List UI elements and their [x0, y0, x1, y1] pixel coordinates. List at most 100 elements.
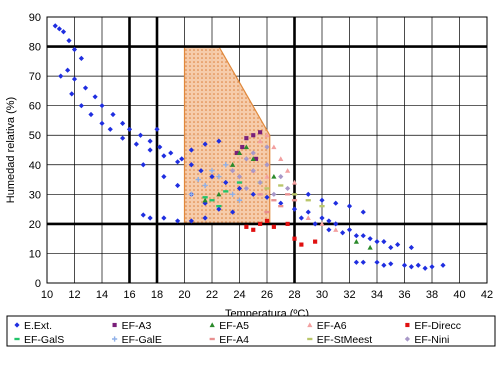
- legend-marker: [112, 336, 118, 342]
- data-point: [120, 120, 126, 126]
- data-point: [236, 174, 243, 180]
- series-9: [230, 144, 291, 197]
- data-point: [257, 138, 263, 144]
- data-point: [244, 224, 249, 229]
- legend-entry: EF-Direcc: [405, 320, 461, 332]
- legend-entry: E.Ext.: [14, 320, 52, 332]
- y-tick-label: 40: [29, 160, 41, 172]
- data-point: [236, 197, 243, 203]
- data-point: [92, 94, 98, 100]
- x-tick-label: 10: [41, 289, 53, 301]
- data-point: [429, 264, 435, 270]
- data-point: [264, 218, 270, 224]
- data-point: [147, 138, 153, 144]
- data-point: [234, 150, 239, 156]
- data-point: [264, 174, 270, 179]
- data-point: [278, 184, 284, 187]
- data-point: [326, 227, 332, 233]
- data-point: [258, 221, 263, 226]
- data-point: [60, 29, 67, 35]
- data-point: [251, 227, 256, 232]
- data-point: [264, 132, 270, 138]
- data-point: [99, 120, 105, 126]
- data-point: [188, 191, 194, 197]
- data-point: [408, 244, 414, 251]
- data-point: [271, 144, 277, 150]
- y-tick-label: 60: [29, 101, 41, 113]
- data-point: [188, 162, 194, 168]
- data-point: [250, 168, 256, 174]
- data-point: [209, 174, 215, 180]
- data-point: [257, 179, 263, 186]
- data-point: [285, 221, 290, 226]
- data-point: [333, 200, 339, 206]
- data-point: [216, 206, 222, 212]
- x-tick-label: 16: [123, 289, 135, 301]
- data-point: [291, 193, 298, 196]
- data-point: [381, 239, 387, 245]
- data-point: [223, 162, 229, 168]
- y-tick-label: 0: [35, 278, 41, 290]
- data-point: [202, 182, 208, 189]
- data-point: [240, 144, 245, 150]
- legend-marker: [209, 322, 215, 328]
- data-point: [298, 215, 304, 221]
- data-point: [278, 156, 284, 161]
- data-point: [175, 218, 181, 224]
- data-point: [285, 185, 291, 192]
- legend-marker: [307, 337, 313, 341]
- data-point: [291, 179, 298, 185]
- legend-entry: EF-StMeest: [307, 334, 372, 346]
- data-point: [264, 194, 270, 200]
- y-tick-label: 20: [29, 219, 41, 231]
- x-tick-label: 18: [151, 289, 163, 301]
- data-point: [291, 206, 298, 212]
- data-point: [258, 130, 263, 135]
- data-point: [271, 199, 277, 202]
- data-point: [395, 241, 401, 248]
- x-tick-label: 26: [261, 289, 273, 301]
- data-point: [243, 144, 249, 150]
- data-point: [198, 168, 204, 174]
- data-point: [278, 200, 284, 206]
- data-point: [401, 262, 408, 268]
- data-point: [223, 179, 229, 186]
- data-point: [140, 162, 146, 168]
- data-point: [415, 262, 421, 268]
- data-point: [120, 135, 126, 141]
- data-point: [292, 236, 297, 241]
- legend-label: EF-StMeest: [317, 334, 373, 346]
- data-point: [278, 174, 284, 180]
- data-point: [253, 156, 259, 161]
- data-point: [271, 174, 277, 179]
- series-5: [202, 181, 243, 208]
- legend-box: [6, 315, 496, 347]
- data-point: [188, 218, 194, 224]
- legend-label: EF-Nini: [414, 334, 449, 346]
- data-point: [230, 191, 236, 197]
- data-point: [367, 244, 373, 250]
- data-point: [175, 159, 181, 165]
- legend-marker: [14, 337, 20, 341]
- data-point: [133, 141, 139, 147]
- legend-entry: EF-Nini: [404, 334, 449, 346]
- data-point: [360, 259, 366, 265]
- x-tick-label: 34: [371, 289, 383, 301]
- data-point: [236, 181, 243, 184]
- data-point: [271, 191, 277, 197]
- data-point: [340, 230, 346, 236]
- series-0: [52, 23, 446, 271]
- data-point: [360, 233, 366, 239]
- data-point: [333, 221, 339, 227]
- data-point: [251, 133, 256, 138]
- data-point: [346, 227, 353, 233]
- data-point: [154, 126, 160, 132]
- data-point: [56, 26, 62, 32]
- data-point: [202, 215, 208, 221]
- legend-entry: EF-GalS: [14, 334, 64, 346]
- data-point: [216, 191, 222, 197]
- data-point: [188, 147, 194, 153]
- data-point: [216, 204, 222, 208]
- data-point: [78, 103, 84, 109]
- series-3: [250, 132, 339, 232]
